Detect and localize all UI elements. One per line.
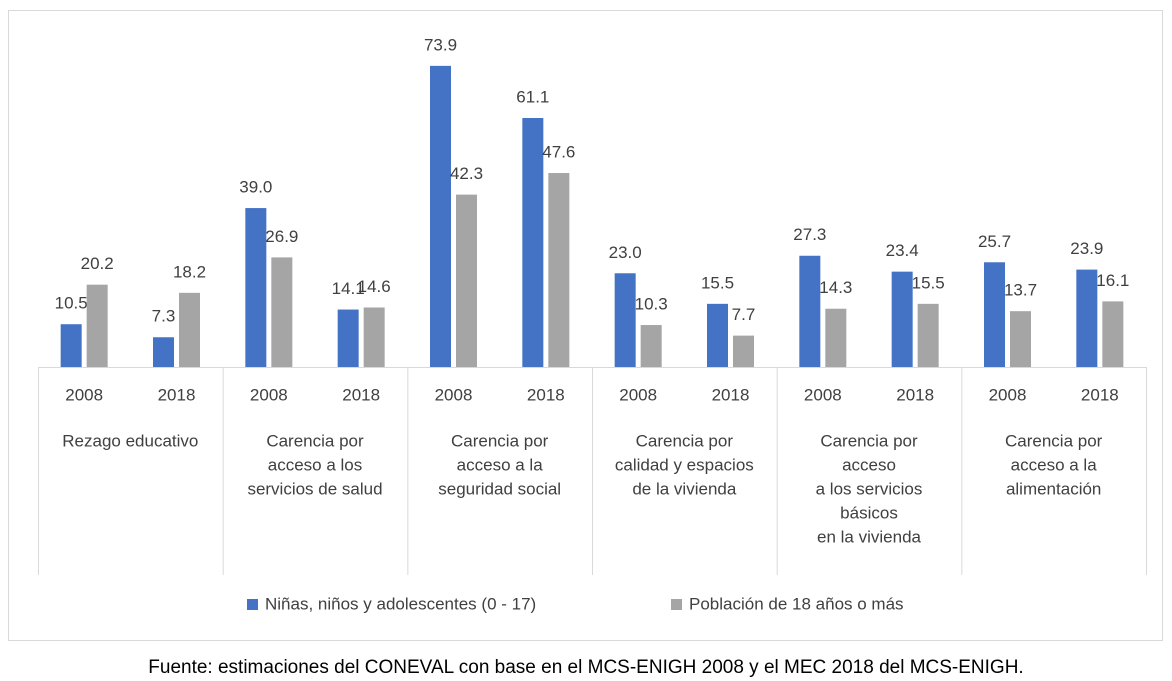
bar [825,308,847,367]
x-tick-label: 2008 [65,385,103,404]
bar [917,303,939,367]
group-label: Carencia por [820,431,918,450]
footnote: Fuente: estimaciones del CONEVAL con bas… [148,657,1023,678]
x-tick-label: 2018 [158,385,196,404]
bar [799,255,821,367]
group-label: a los servicios [816,479,923,498]
group-label: Carencia por [451,431,549,450]
chart-border [8,10,1163,641]
bar [984,262,1005,367]
group-label: Carencia por [1005,431,1103,450]
legend-swatch [247,599,258,610]
legend-swatch [671,599,682,610]
group-label: acceso a la [457,455,544,474]
bar [179,292,200,367]
value-label: 23.0 [609,243,642,262]
value-label: 13.7 [1004,281,1037,300]
bar [86,284,108,367]
group-label: seguridad social [438,479,561,498]
bar [707,303,728,367]
x-tick-label: 2018 [527,385,565,404]
bar [733,335,754,367]
x-tick-label: 2018 [712,385,750,404]
group-label: calidad y espacios [615,455,754,474]
value-label: 14.6 [358,277,391,296]
value-label: 18.2 [173,262,206,281]
x-tick-label: 2008 [435,385,473,404]
bar [363,307,385,367]
x-tick-label: 2008 [989,385,1027,404]
bar [891,271,913,367]
value-label: 26.9 [265,227,298,246]
group-label: de la vivienda [632,479,737,498]
group-label: servicios de salud [247,479,382,498]
value-label: 73.9 [424,35,457,54]
bar [1102,301,1124,367]
bar [1010,311,1031,367]
value-label: 27.3 [793,225,826,244]
value-label: 7.3 [152,307,176,326]
value-label: 20.2 [81,254,114,273]
bar [548,173,570,367]
group-label: Rezago educativo [62,431,198,450]
group-label: alimentación [1006,479,1101,498]
value-label: 61.1 [516,88,549,107]
value-label: 25.7 [978,232,1011,251]
bar [245,208,267,367]
bar [271,257,293,367]
group-label: acceso [842,455,896,474]
legend-label: Población de 18 años o más [689,594,904,613]
bar [1076,269,1098,367]
value-label: 23.4 [886,241,919,260]
group-label: Carencia por [636,431,734,450]
value-label: 7.7 [732,305,756,324]
x-tick-label: 2018 [1081,385,1119,404]
value-label: 42.3 [450,164,483,183]
value-label: 14.1 [332,279,365,298]
value-label: 15.5 [701,273,734,292]
value-label: 39.0 [239,178,272,197]
x-tick-label: 2008 [250,385,288,404]
value-label: 10.5 [55,294,88,313]
bar [522,118,544,367]
x-tick-label: 2018 [896,385,934,404]
bar [430,65,451,368]
group-label: básicos [840,503,898,522]
group-label: acceso a la [1011,455,1098,474]
value-label: 47.6 [542,143,575,162]
group-label: Carencia por [266,431,364,450]
bar [153,337,174,367]
value-label: 10.3 [635,295,668,314]
value-label: 23.9 [1070,239,1103,258]
bar [640,325,662,367]
x-tick-label: 2008 [804,385,842,404]
x-tick-label: 2018 [342,385,380,404]
group-label: acceso a los [268,455,363,474]
value-label: 15.5 [912,273,945,292]
x-tick-label: 2008 [619,385,657,404]
group-label: en la vivienda [817,527,922,546]
value-label: 16.1 [1096,271,1129,290]
bar [60,324,82,367]
bar [456,194,477,367]
bar [614,273,636,367]
bar [337,309,359,367]
value-label: 14.3 [819,278,852,297]
legend-label: Niñas, niños y adolescentes (0 - 17) [265,594,536,613]
